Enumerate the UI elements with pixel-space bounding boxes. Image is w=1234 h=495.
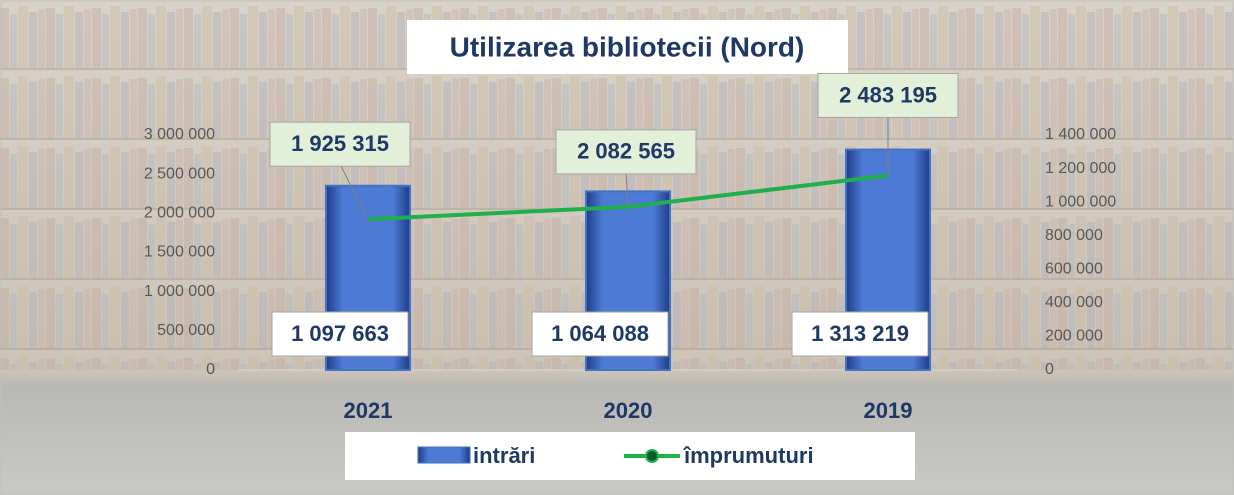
y2-tick-label: 200 000	[1045, 328, 1103, 345]
bar-value-label: 1 064 088	[551, 321, 649, 346]
x-tick-label: 2019	[864, 398, 913, 423]
y-tick-label: 1 500 000	[144, 244, 215, 261]
line-label-box	[555, 129, 697, 175]
leader-line	[625, 171, 629, 207]
leader-line	[339, 163, 369, 220]
legend-swatch	[417, 446, 471, 464]
line	[367, 173, 889, 222]
y-tick-label: 2 500 000	[144, 165, 215, 182]
chart-title: Utilizarea bibliotecii (Nord)	[450, 31, 805, 62]
x-tick-label: 2021	[344, 398, 393, 423]
line-value-label: 2 483 195	[839, 82, 937, 107]
bar-value-label: 1 313 219	[811, 321, 909, 346]
y2-tick-label: 1 000 000	[1045, 193, 1116, 210]
y-tick-label: 3 000 000	[144, 126, 215, 143]
line-value-label: 2 082 565	[577, 139, 675, 164]
bar-value-label: 1 097 663	[291, 321, 389, 346]
y2-tick-label: 400 000	[1045, 294, 1103, 311]
legend-label: intrări	[473, 443, 535, 468]
bar-label-box	[791, 311, 929, 357]
y2-tick-label: 0	[1045, 361, 1054, 378]
y-tick-label: 2 000 000	[144, 205, 215, 222]
y2-tick-label: 1 200 000	[1045, 160, 1116, 177]
x-tick-label: 2020	[604, 398, 653, 423]
y-tick-label: 0	[206, 361, 215, 378]
bar-label-box	[531, 311, 669, 357]
bar-label-box	[271, 311, 409, 357]
line-value-label: 1 925 315	[291, 131, 389, 156]
legend-marker	[645, 449, 659, 463]
line-label-box	[817, 72, 959, 118]
legend-label: împrumuturi	[683, 443, 814, 468]
line-label-box	[269, 121, 411, 167]
y-tick-label: 1 000 000	[144, 283, 215, 300]
y2-tick-label: 1 400 000	[1045, 126, 1116, 143]
title-box	[407, 20, 848, 74]
y-tick-label: 500 000	[157, 322, 215, 339]
y2-tick-label: 800 000	[1045, 227, 1103, 244]
y2-tick-label: 600 000	[1045, 261, 1103, 278]
